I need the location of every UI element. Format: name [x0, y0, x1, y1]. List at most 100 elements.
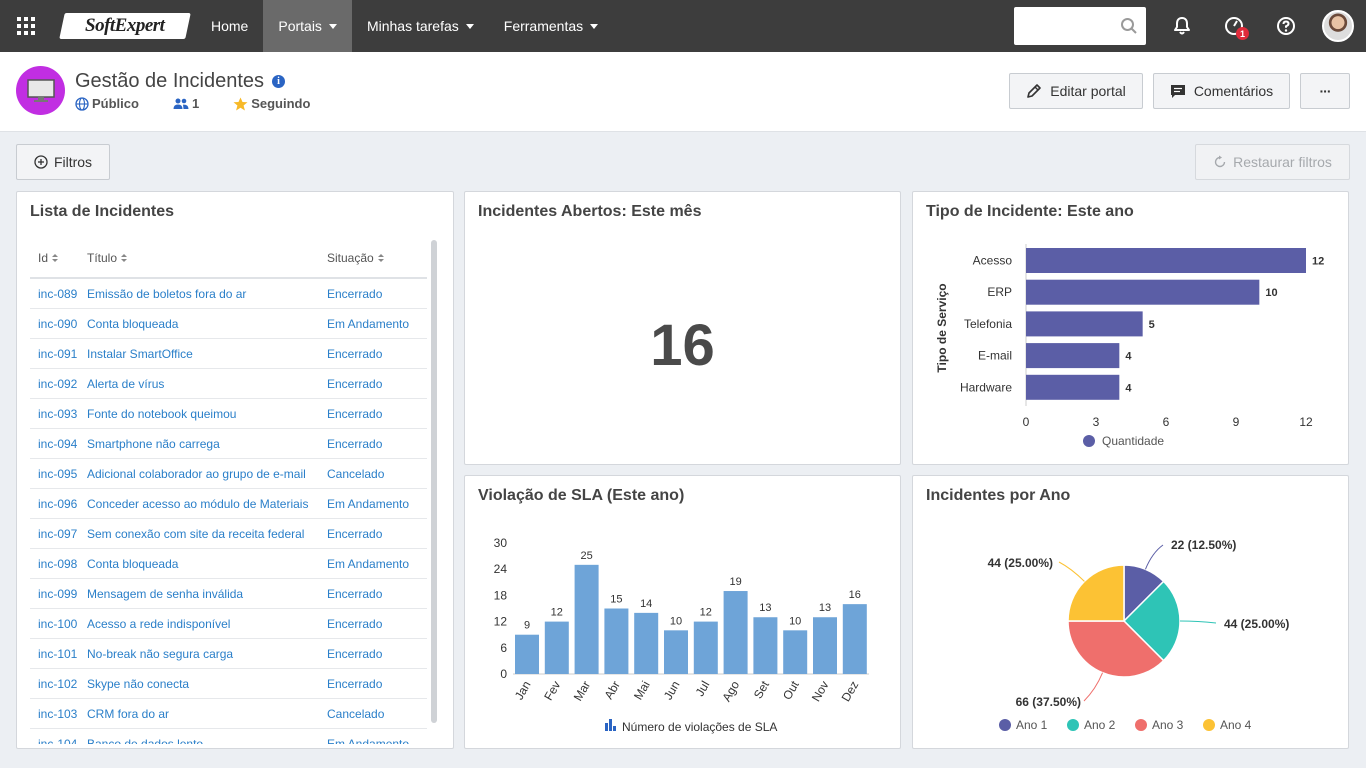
table-row[interactable]: inc-101 No-break não segura carga Encerrad…	[30, 639, 427, 669]
incident-status[interactable]: Cancelado	[327, 706, 385, 721]
incident-title[interactable]: Sem conexão com site da receita federal	[87, 526, 305, 541]
incident-title[interactable]: Adicional colaborador ao grupo de e-mail	[87, 466, 306, 481]
nav-item-minhas-tarefas[interactable]: Minhas tarefas	[352, 0, 489, 52]
incident-title[interactable]: Smartphone não carrega	[87, 436, 220, 451]
table-row[interactable]: inc-100 Acesso a rede indisponível Encerra…	[30, 609, 427, 639]
incident-status[interactable]: Encerrado	[327, 346, 383, 361]
members-count[interactable]: 1	[173, 96, 199, 111]
bar	[1026, 311, 1143, 337]
nav-item-portais[interactable]: Portais	[263, 0, 352, 52]
incident-title[interactable]: Banco de dados lento	[87, 736, 204, 745]
table-row[interactable]: inc-099 Mensagem de senha inválida Encerra…	[30, 579, 427, 609]
incident-title[interactable]: Emissão de boletos fora do ar	[87, 286, 247, 301]
incident-status[interactable]: Em Andamento	[327, 556, 410, 571]
table-row[interactable]: inc-092 Alerta de vírus Encerrado	[30, 369, 427, 399]
incident-status[interactable]: Em Andamento	[327, 736, 410, 745]
incident-id[interactable]: inc-096	[38, 496, 78, 511]
incident-id[interactable]: inc-102	[38, 676, 78, 691]
incident-id[interactable]: inc-090	[38, 316, 78, 331]
incident-status[interactable]: Encerrado	[327, 646, 383, 661]
incident-title[interactable]: Fonte do notebook queimou	[87, 406, 237, 421]
refresh-icon	[1214, 155, 1226, 168]
table-row[interactable]: inc-095 Adicional colaborador ao grupo de…	[30, 459, 427, 489]
search-icon[interactable]	[1120, 17, 1138, 35]
incident-status[interactable]: Encerrado	[327, 376, 383, 391]
incident-status[interactable]: Encerrado	[327, 676, 383, 691]
table-row[interactable]: inc-093 Fonte do notebook queimou Encerrad…	[30, 399, 427, 429]
incident-status[interactable]: Encerrado	[327, 436, 383, 451]
data-label: 19	[729, 576, 741, 588]
incident-status[interactable]: Encerrado	[327, 406, 383, 421]
restore-filters-button[interactable]: Restaurar filtros	[1195, 144, 1350, 180]
incident-title[interactable]: Alerta de vírus	[87, 376, 165, 391]
incident-id[interactable]: inc-099	[38, 586, 78, 601]
incident-title[interactable]: Mensagem de senha inválida	[87, 586, 244, 601]
incident-status[interactable]: Cancelado	[327, 466, 385, 481]
data-label: 9	[524, 620, 530, 632]
table-row[interactable]: inc-098 Conta bloqueada Em Andamento	[30, 549, 427, 579]
incident-status[interactable]: Encerrado	[327, 286, 383, 301]
table-row[interactable]: inc-097 Sem conexão com site da receita f…	[30, 519, 427, 549]
vertical-scrollbar[interactable]	[431, 240, 437, 723]
incident-title[interactable]: Instalar SmartOffice	[87, 346, 193, 361]
category-label: E-mail	[978, 349, 1012, 363]
data-label: 10	[670, 615, 682, 627]
incident-status[interactable]: Em Andamento	[327, 496, 410, 511]
table-row[interactable]: inc-096 Conceder acesso ao módulo de Mate…	[30, 489, 427, 519]
incident-id[interactable]: inc-094	[38, 436, 78, 451]
incident-title[interactable]: CRM fora do ar	[87, 706, 170, 721]
table-row[interactable]: inc-089 Emissão de boletos fora do ar Ence…	[30, 279, 427, 309]
user-avatar[interactable]	[1322, 10, 1354, 42]
incident-id[interactable]: inc-092	[38, 376, 78, 391]
follow-toggle[interactable]: Seguindo	[233, 96, 310, 111]
incident-id[interactable]: inc-103	[38, 706, 78, 721]
comments-button[interactable]: Comentários	[1153, 73, 1290, 109]
incident-status[interactable]: Em Andamento	[327, 316, 410, 331]
incident-id[interactable]: inc-098	[38, 556, 78, 571]
table-row[interactable]: inc-103 CRM fora do ar Cancelado	[30, 699, 427, 729]
nav-item-home[interactable]: Home	[211, 18, 249, 34]
incident-id[interactable]: inc-095	[38, 466, 78, 481]
search-box[interactable]	[1014, 7, 1146, 45]
notifications-button[interactable]	[1156, 0, 1208, 52]
incident-status[interactable]: Encerrado	[327, 586, 383, 601]
info-icon[interactable]: i	[272, 75, 286, 88]
incident-status[interactable]: Encerrado	[327, 616, 383, 631]
incident-title[interactable]: Conta bloqueada	[87, 556, 179, 571]
incident-id[interactable]: inc-093	[38, 406, 78, 421]
incident-title[interactable]: No-break não segura carga	[87, 646, 234, 661]
apps-menu-button[interactable]	[0, 0, 52, 52]
incident-title[interactable]: Conta bloqueada	[87, 316, 179, 331]
help-button[interactable]	[1260, 0, 1312, 52]
column-header-title[interactable]: Título	[87, 251, 327, 265]
column-header-id[interactable]: Id	[30, 251, 87, 265]
incident-id[interactable]: inc-097	[38, 526, 78, 541]
nav-item-ferramentas[interactable]: Ferramentas	[489, 0, 613, 52]
more-options-button[interactable]: ···	[1300, 73, 1350, 109]
pie-slice	[1122, 580, 1181, 662]
incident-id[interactable]: inc-089	[38, 286, 78, 301]
bar	[515, 634, 539, 674]
bar	[664, 630, 688, 674]
incident-id[interactable]: inc-091	[38, 346, 78, 361]
incident-title[interactable]: Acesso a rede indisponível	[87, 616, 231, 631]
edit-portal-button[interactable]: Editar portal	[1009, 73, 1143, 109]
table-row[interactable]: inc-090 Conta bloqueada Em Andamento	[30, 309, 427, 339]
add-filters-button[interactable]: Filtros	[16, 144, 110, 180]
bar	[842, 604, 867, 674]
incident-id[interactable]: inc-104	[38, 736, 78, 745]
incident-title[interactable]: Conceder acesso ao módulo de Materiais	[87, 496, 309, 511]
search-input[interactable]	[1014, 7, 1114, 45]
incident-status[interactable]: Encerrado	[327, 526, 383, 541]
softexpert-logo[interactable]: SoftExpert	[59, 13, 191, 39]
table-row[interactable]: inc-104 Banco de dados lento Em Andamento	[30, 729, 427, 745]
performance-button[interactable]: 1	[1208, 0, 1260, 52]
category-label: Jun	[661, 679, 683, 703]
table-row[interactable]: inc-094 Smartphone não carrega Encerrado	[30, 429, 427, 459]
incident-title[interactable]: Skype não conecta	[87, 676, 190, 691]
incident-id[interactable]: inc-100	[38, 616, 78, 631]
column-header-status[interactable]: Situação	[327, 251, 427, 265]
table-row[interactable]: inc-091 Instalar SmartOffice Encerrado	[30, 339, 427, 369]
incident-id[interactable]: inc-101	[38, 646, 78, 661]
table-row[interactable]: inc-102 Skype não conecta Encerrado	[30, 669, 427, 699]
